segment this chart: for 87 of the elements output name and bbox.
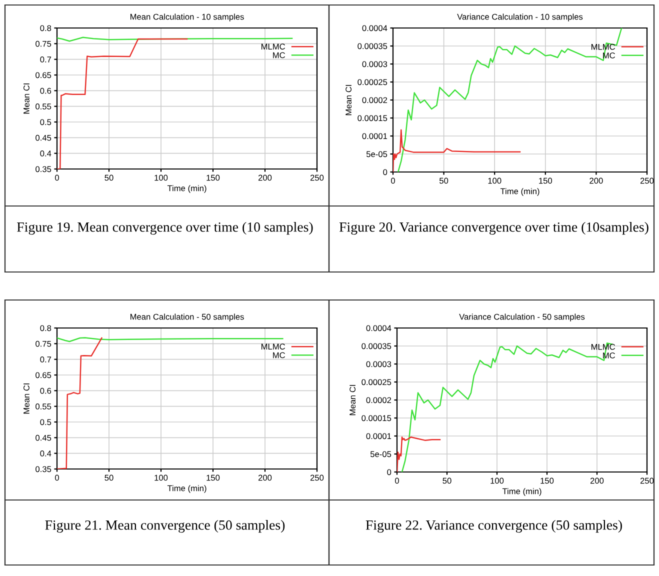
line-series — [397, 28, 622, 172]
y-tick-label: 0.35 — [36, 166, 52, 172]
x-tick-label: 200 — [258, 174, 272, 181]
x-tick-label: 100 — [488, 178, 502, 184]
y-tick-label: 0.5 — [40, 119, 52, 126]
y-tick-label: 0.65 — [36, 372, 52, 378]
x-axis-title: Time (min) — [167, 485, 206, 493]
y-tick-label: 0 — [387, 469, 392, 476]
y-tick-label: 5e-05 — [366, 151, 388, 158]
chart-title: Mean Calculation - 10 samples — [130, 14, 244, 22]
x-tick-label: 0 — [55, 474, 59, 481]
x-tick-label: 150 — [206, 174, 220, 181]
y-tick-label: 0.0001 — [362, 133, 388, 140]
caption: Figure 19. Mean convergence over time (10 samples) — [17, 222, 313, 235]
legend-label: MC — [273, 352, 286, 358]
y-axis-title: Mean CI — [24, 84, 30, 114]
y-tick-label: 0.6 — [40, 388, 52, 394]
x-tick-label: 250 — [640, 178, 654, 184]
legend-label: MC — [273, 52, 286, 58]
x-tick-label: 100 — [490, 478, 504, 484]
y-tick-label: 0.0004 — [366, 325, 392, 332]
x-tick-label: 50 — [442, 478, 452, 484]
chart-title: Variance Calculation - 10 samples — [457, 14, 583, 22]
chart-title: Variance Calculation - 50 samples — [459, 314, 585, 322]
y-tick-label: 5e-05 — [370, 451, 392, 458]
x-tick-label: 200 — [258, 474, 272, 481]
y-tick-label: 0.75 — [36, 40, 52, 47]
y-axis-title: Mean CI — [346, 85, 352, 116]
caption: Figure 21. Mean convergence (50 samples) — [45, 520, 285, 533]
y-tick-label: 0.00025 — [358, 79, 388, 86]
y-tick-label: 0.65 — [36, 72, 52, 78]
caption: Figure 22. Variance convergence (50 samples) — [366, 520, 622, 533]
x-tick-label: 250 — [310, 174, 324, 181]
y-tick-label: 0.6 — [40, 88, 52, 94]
line-series — [393, 129, 521, 172]
y-tick-label: 0.8 — [40, 25, 52, 32]
y-tick-label: 0 — [383, 169, 388, 176]
x-tick-label: 250 — [640, 478, 654, 484]
x-tick-label: 0 — [395, 478, 399, 484]
x-tick-label: 100 — [154, 174, 168, 181]
x-axis-title: Time (min) — [502, 488, 542, 496]
y-tick-label: 0.55 — [36, 404, 52, 410]
y-tick-label: 0.35 — [36, 466, 52, 472]
x-tick-label: 200 — [590, 178, 603, 184]
y-axis-title: Mean CI — [24, 384, 30, 414]
y-tick-label: 0.00035 — [358, 43, 388, 50]
x-tick-label: 50 — [104, 474, 114, 481]
y-tick-label: 0.0002 — [362, 97, 388, 104]
y-tick-label: 0.4 — [40, 150, 52, 156]
y-tick-label: 0.00015 — [362, 415, 392, 422]
y-tick-label: 0.8 — [40, 325, 52, 332]
line-series — [57, 38, 188, 169]
legend-label: MLMC — [261, 44, 286, 50]
x-tick-label: 200 — [590, 478, 604, 484]
x-axis-title: Time (min) — [500, 188, 540, 196]
y-tick-label: 0.0002 — [366, 397, 392, 404]
y-tick-label: 0.45 — [36, 434, 52, 441]
x-tick-label: 250 — [310, 474, 324, 481]
y-tick-label: 0.0004 — [362, 25, 388, 32]
y-tick-label: 0.0003 — [362, 61, 388, 68]
y-tick-label: 0.4 — [40, 450, 52, 456]
caption: Figure 20. Variance convergence over time (10samples) — [339, 222, 648, 235]
y-tick-label: 0.55 — [36, 104, 52, 110]
y-tick-label: 0.00025 — [362, 379, 392, 386]
y-tick-label: 0.00035 — [362, 343, 392, 350]
line-series — [57, 337, 102, 469]
y-tick-label: 0.7 — [40, 356, 52, 362]
y-tick-label: 0.00015 — [358, 115, 388, 122]
x-tick-label: 150 — [206, 474, 220, 481]
y-tick-label: 0.0001 — [366, 433, 392, 440]
x-axis-title: Time (min) — [167, 185, 206, 193]
x-tick-label: 150 — [540, 478, 554, 484]
y-tick-label: 0.7 — [40, 56, 52, 62]
x-tick-label: 100 — [154, 474, 168, 481]
y-tick-label: 0.5 — [40, 419, 52, 426]
y-tick-label: 0.45 — [36, 134, 52, 141]
y-tick-label: 0.0003 — [366, 361, 392, 368]
y-axis-title: Mean CI — [350, 385, 356, 416]
x-tick-label: 50 — [104, 174, 114, 181]
chart-title: Mean Calculation - 50 samples — [130, 314, 244, 322]
x-tick-label: 0 — [55, 174, 59, 181]
line-series — [401, 342, 613, 472]
x-tick-label: 150 — [539, 178, 552, 184]
y-tick-label: 0.75 — [36, 340, 52, 347]
x-tick-label: 50 — [440, 178, 448, 184]
legend-label: MLMC — [261, 344, 286, 350]
line-series — [397, 436, 441, 472]
